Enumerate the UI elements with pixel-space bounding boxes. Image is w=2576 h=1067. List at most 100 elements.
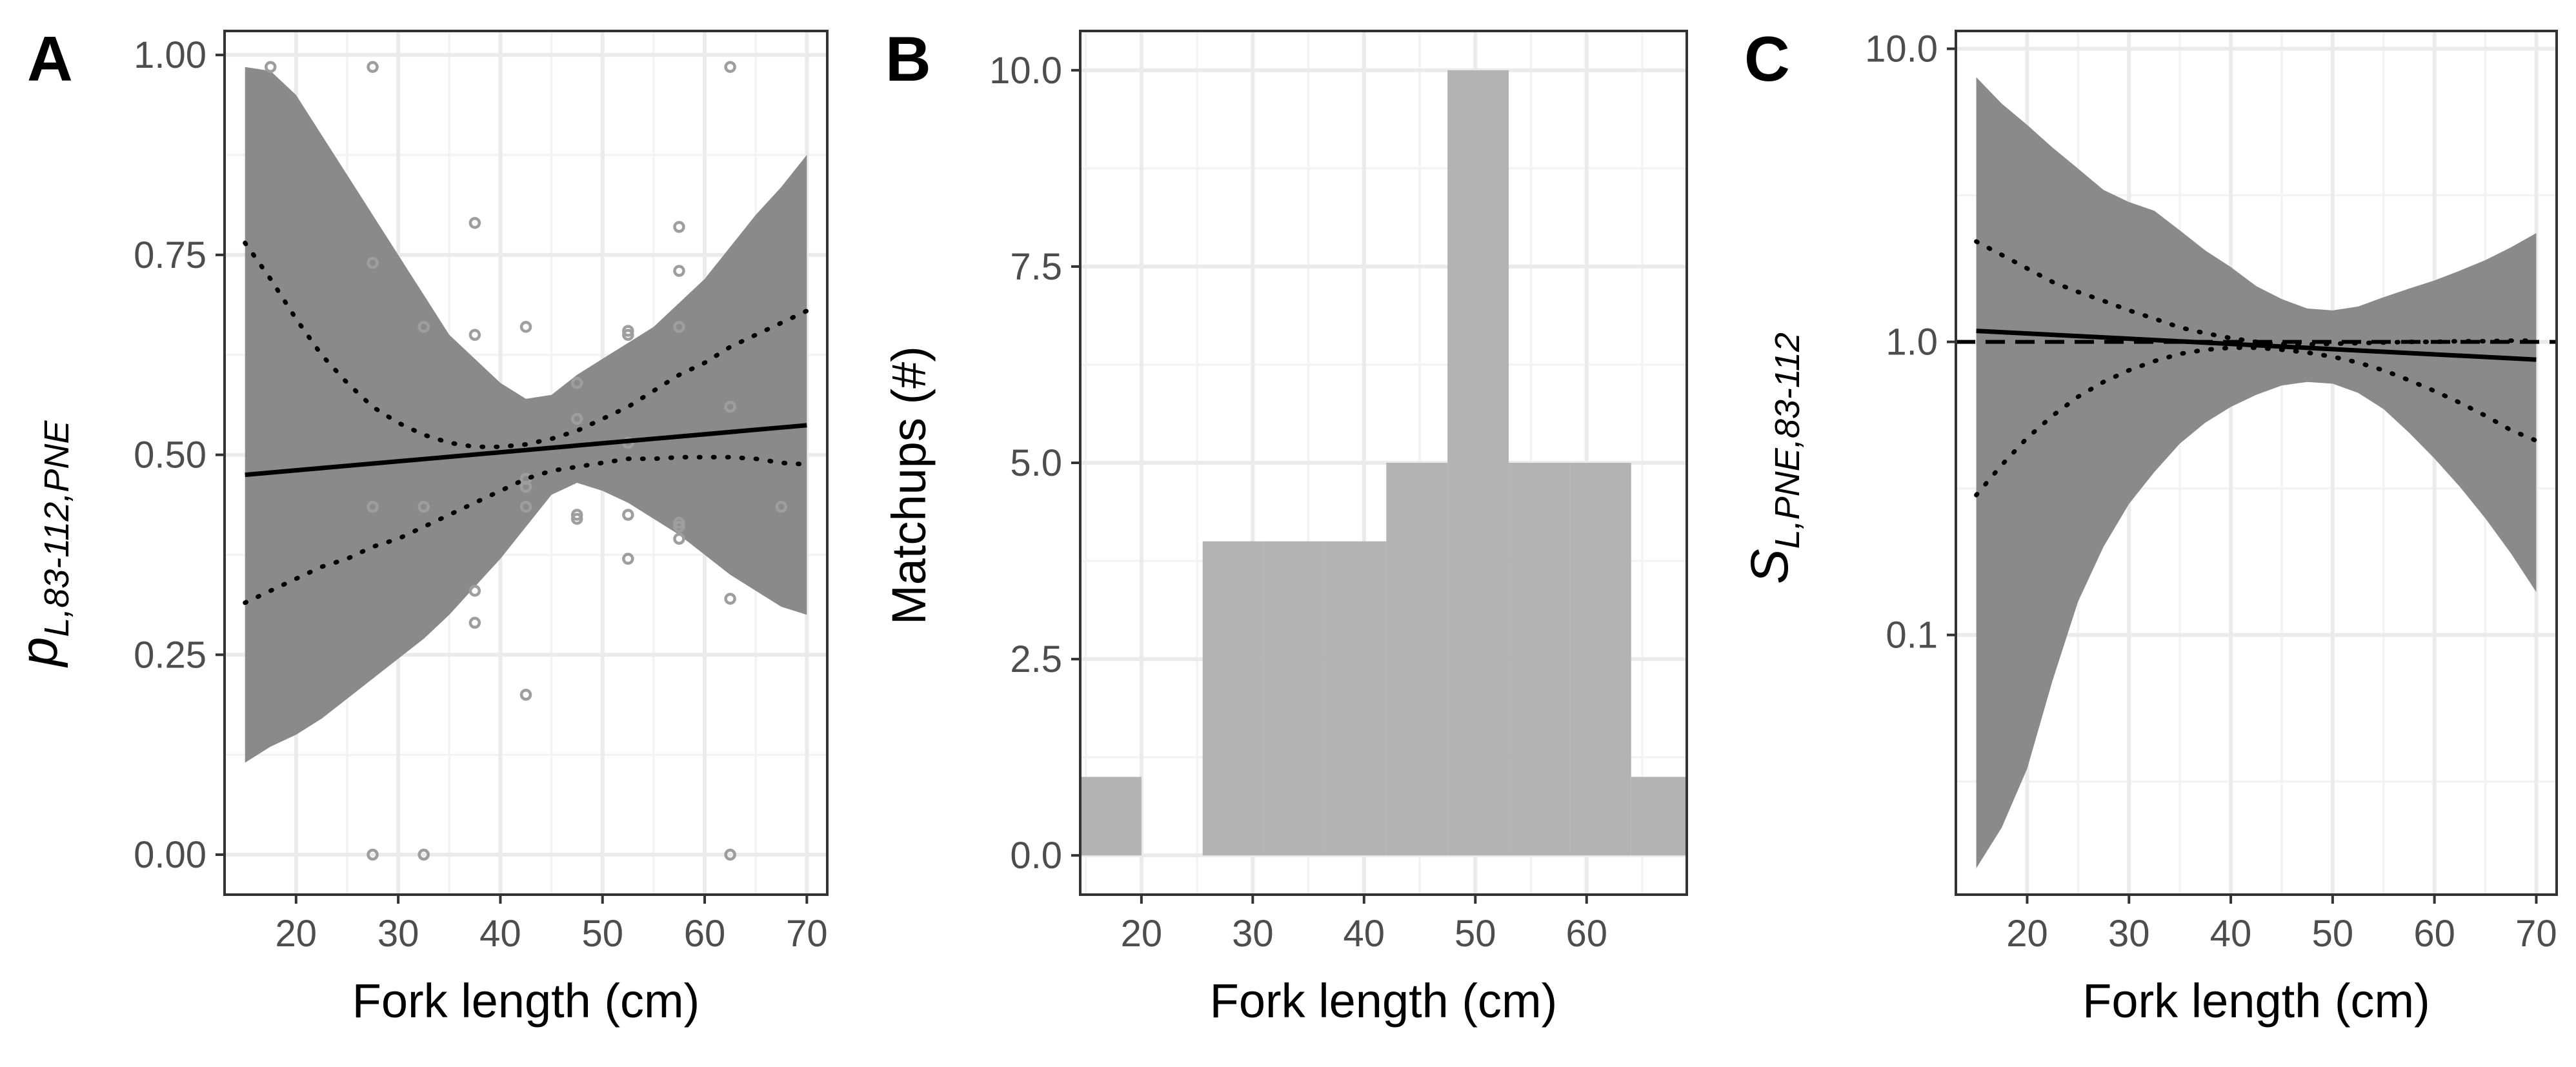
panel-a-x-tick-label: 20 (276, 913, 317, 955)
panel-a-data-point (519, 480, 532, 493)
panel-a-y-tick-label: 0.25 (134, 634, 206, 676)
panel-a-data-point (367, 848, 379, 861)
panel-b-y-axis-title: Matchups (#) (882, 346, 936, 625)
panel-b-bar (1631, 777, 1687, 856)
panel-a-fit-line (245, 423, 807, 478)
panel-a-dotted-upper (243, 240, 809, 449)
panel-a-data-point (673, 516, 685, 529)
panel-a-data-point (622, 325, 634, 337)
panel-a-y-axis-title: pL,83-112,PNE (10, 420, 76, 669)
panel-a-data-point (519, 689, 532, 701)
panel-a-data-point (418, 500, 430, 513)
panel-b-bar (1263, 541, 1325, 856)
panel-c-y-axis-title: SL,PNE,83-112 (1740, 332, 1807, 584)
panel-a-y-tick-label: 0.75 (134, 234, 206, 276)
panel-c-y-tick-label: 1.0 (1886, 321, 1938, 363)
panel-a-x-tick-label: 60 (684, 913, 726, 955)
panel-c-x-axis-title: Fork length (cm) (2082, 974, 2430, 1028)
panel-a-data-point (418, 848, 430, 861)
panel-c-x-tick-label: 50 (2312, 913, 2354, 955)
panel-b-x-tick-label: 60 (1566, 913, 1608, 955)
panel-c-y-tick-label: 0.1 (1886, 615, 1938, 656)
panel-b-x-tick-label: 20 (1121, 913, 1163, 955)
panel-c-plot: 20 30 40 50 60 70 0.1 1.0 10.0 Fork length (cm) (1865, 28, 2558, 1028)
panel-b-x-tick-label: 40 (1343, 913, 1385, 955)
panel-a-data-point (775, 500, 788, 513)
panel-b-y-tick-label: 10.0 (989, 50, 1062, 92)
panel-b-x-axis-title: Fork length (cm) (1210, 974, 1558, 1028)
panel-a-data-point (468, 329, 481, 341)
panel-a-plot: 20 30 40 50 60 70 0.00 0.25 0.50 0.75 1.00 Fork len… (134, 30, 829, 1028)
panel-a-x-tick-label: 40 (479, 913, 521, 955)
panel-a-data-point (673, 221, 685, 233)
panel-a-data-point (367, 61, 379, 73)
panel-b-bar (1202, 541, 1264, 856)
panel-c-y-tick-label: 10.0 (1865, 28, 1938, 70)
panel-a-frame (223, 30, 829, 896)
panel-b-y-tick-label: 7.5 (1010, 246, 1062, 288)
panel-a-data-point (264, 61, 277, 73)
panel-c-x-tick-label: 40 (2210, 913, 2252, 955)
panel-b-bar (1447, 70, 1509, 856)
panel-b-y-tick-label: 5.0 (1010, 442, 1062, 484)
panel-c-y-title-main: S (1740, 549, 1799, 584)
panel-a-data-point (468, 584, 481, 597)
panel-a-data-point (673, 321, 685, 333)
panel-c-fit-line (1976, 329, 2537, 362)
panel-a-data-point (622, 509, 634, 521)
panel-a-x-tick-label: 30 (377, 913, 419, 955)
panel-a-data-point (519, 500, 532, 513)
panel-label-a: A (27, 23, 73, 94)
panel-c-data-layer (1956, 77, 2557, 869)
panel-a-data-point (673, 533, 685, 545)
panel-a-dotted-lower (243, 454, 809, 605)
panel-b-y-tick-label: 2.5 (1010, 638, 1062, 680)
panel-a-data-point (418, 321, 430, 333)
panel-a-data-point (468, 616, 481, 629)
panel-a-y-title-main: p (10, 637, 68, 669)
panel-a-data-point (468, 217, 481, 229)
panel-c-x-tick-label: 30 (2108, 913, 2150, 955)
svg-text:pL,83-112,PNE: pL,83-112,PNE (10, 420, 76, 669)
panel-b-plot: 20 30 40 50 60 0.0 2.5 5.0 7.5 10.0 Fork length (c… (989, 30, 1688, 1028)
panel-a-y-tick-label: 0.00 (134, 834, 206, 876)
panel-b-bar (1386, 463, 1448, 856)
panel-c-dotted-lower (1974, 345, 2539, 498)
panel-a-data-layer (243, 61, 809, 861)
panel-a-x-tick-label: 70 (786, 913, 828, 955)
panel-c-dotted-upper (1974, 239, 2539, 347)
panel-b-x-tick-label: 50 (1454, 913, 1496, 955)
panel-b-bar (1509, 463, 1570, 856)
svg-text:SL,PNE,83-112: SL,PNE,83-112 (1740, 332, 1807, 584)
panel-label-c: C (1744, 23, 1790, 94)
panel-c: C SL,PNE,83-112 20 30 40 50 60 70 0.1 1.0 10.0 Fo… (1740, 23, 2558, 1028)
panel-a-y-tick-label: 1.00 (134, 34, 206, 76)
panel-a-data-point (622, 329, 634, 341)
panel-a-data-point (570, 509, 583, 521)
panel-a-data-point (673, 265, 685, 277)
panel-a-x-tick-label: 50 (581, 913, 623, 955)
panel-b-bar (1325, 541, 1387, 856)
panel-a-data-point (724, 593, 736, 605)
panel-a-y-title-sub: L,83-112,PNE (37, 420, 76, 637)
panel-b-bar (1569, 463, 1631, 856)
panel-a-y-tick-label: 0.50 (134, 434, 206, 476)
panel-c-y-title-sub: L,PNE,83-112 (1768, 332, 1807, 549)
panel-a-data-point (724, 848, 736, 861)
panel-a-data-point (622, 553, 634, 565)
panel-a-data-point (570, 412, 583, 425)
panel-b-y-tick-label: 0.0 (1010, 835, 1062, 877)
panel-c-frame (1955, 30, 2558, 896)
panel-c-x-tick-label: 60 (2413, 913, 2455, 955)
panel-c-x-tick-label: 70 (2515, 913, 2557, 955)
panel-c-x-tick-label: 20 (2006, 913, 2048, 955)
panel-a-data-point (673, 520, 685, 533)
panel-a-data-point (367, 500, 379, 513)
panel-label-b: B (885, 23, 931, 94)
panel-b: B Matchups (#) 20 30 40 50 60 0.0 2.5 5.0 7.5 10.… (882, 23, 1688, 1028)
panel-a-data-point (570, 513, 583, 525)
panel-a-data-point (724, 401, 736, 413)
panel-a: A pL,83-112,PNE 20 30 40 50 60 70 0.00 0.25 0.50… (10, 23, 829, 1028)
panel-a-data-point (724, 61, 736, 73)
